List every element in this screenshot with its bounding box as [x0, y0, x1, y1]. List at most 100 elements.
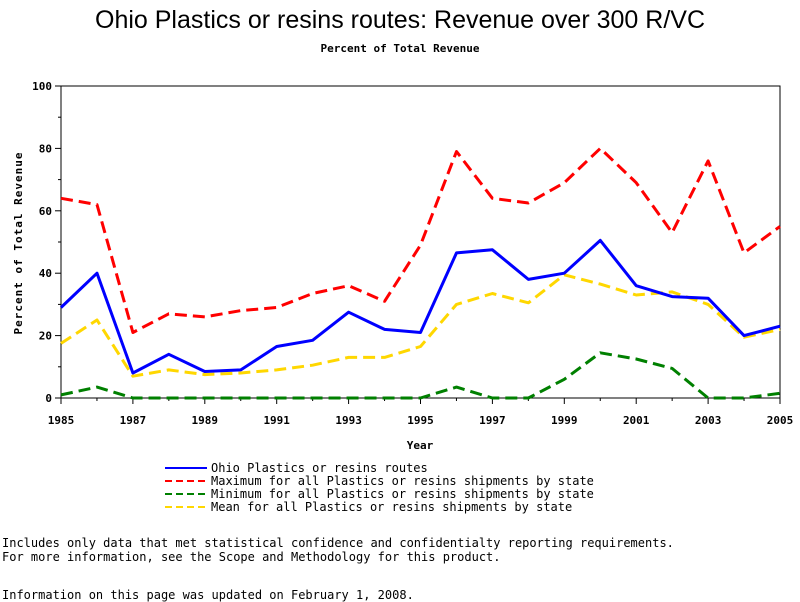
series-3-point — [707, 303, 709, 305]
series-3-point — [455, 303, 457, 305]
series-3-point — [276, 369, 278, 371]
series-3-point — [168, 369, 170, 371]
x-tick-label-2003: 2003 — [695, 414, 722, 427]
series-0-point — [707, 297, 709, 299]
series-2-point — [671, 367, 673, 369]
footnote-methodology: For more information, see the Scope and … — [2, 550, 501, 564]
series-0-point — [311, 339, 313, 341]
series-2-point — [527, 397, 529, 399]
series-line-0 — [59, 238, 781, 375]
series-0-point — [635, 284, 637, 286]
series-3-point — [240, 372, 242, 374]
chart-title: Ohio Plastics or resins routes: Revenue … — [95, 6, 705, 34]
legend: Ohio Plastics or resins routes Maximum fo… — [165, 460, 594, 514]
series-2-point — [132, 397, 134, 399]
series-0-point — [168, 353, 170, 355]
series-2-point — [455, 386, 457, 388]
legend-label-1: Maximum for all Plastics or resins shipm… — [211, 473, 594, 488]
series-0-point — [491, 249, 493, 251]
series-2-point — [707, 397, 709, 399]
series-3-point — [779, 328, 781, 330]
legend-label-0: Ohio Plastics or resins routes — [211, 460, 428, 475]
series-3-point — [635, 294, 637, 296]
series-1-point — [671, 231, 673, 233]
series-1-point — [96, 203, 98, 205]
x-axis-title: Year — [407, 439, 434, 452]
updated-note: Information on this page was updated on … — [2, 588, 414, 602]
series-1-point — [707, 160, 709, 162]
series-2-point — [276, 397, 278, 399]
series-2-point — [419, 397, 421, 399]
series-2-point — [599, 352, 601, 354]
series-2-point — [168, 397, 170, 399]
y-tick-label-40: 40 — [39, 267, 52, 280]
series-1-point — [60, 197, 62, 199]
series-1-point — [455, 150, 457, 152]
x-tick-label-1989: 1989 — [192, 414, 219, 427]
series-3-point — [527, 302, 529, 304]
series-3-point — [204, 373, 206, 375]
x-tick-label-2001: 2001 — [623, 414, 650, 427]
footnotes: Includes only data that met statistical … — [2, 536, 674, 564]
y-tick-label-100: 100 — [32, 80, 52, 93]
series-line-2 — [60, 351, 781, 400]
series-1-point — [563, 182, 565, 184]
legend-swatch-0 — [165, 466, 207, 469]
series-1-point — [276, 306, 278, 308]
series-0-point — [527, 278, 529, 280]
y-tick-label-60: 60 — [39, 205, 52, 218]
series-line-1 — [60, 146, 781, 334]
y-tick-label-0: 0 — [45, 392, 52, 405]
series-1-point — [168, 313, 170, 315]
legend-swatch-1 — [165, 479, 207, 482]
y-tick-label-80: 80 — [39, 142, 52, 155]
legend-label-3: Mean for all Plastics or resins shipment… — [211, 499, 573, 514]
series-0-point — [132, 372, 134, 374]
x-tick-label-1987: 1987 — [120, 414, 147, 427]
legend-entry-1: Maximum for all Plastics or resins shipm… — [165, 473, 594, 488]
series-3-point — [491, 292, 493, 294]
series-1-point — [491, 197, 493, 199]
series-3-point — [671, 291, 673, 293]
series-0-point — [455, 252, 457, 254]
series-3-point — [96, 319, 98, 321]
series-2-point — [60, 394, 62, 396]
series-1-point — [527, 202, 529, 204]
x-tick-label-1997: 1997 — [479, 414, 506, 427]
chart-subtitle: Percent of Total Revenue — [320, 42, 480, 55]
series-0-point — [240, 369, 242, 371]
series-1-point — [311, 292, 313, 294]
x-tick-label-1991: 1991 — [263, 414, 290, 427]
plot-frame — [60, 85, 781, 399]
series-0-point — [419, 331, 421, 333]
legend-label-2: Minimum for all Plastics or resins shipm… — [211, 486, 594, 501]
series-2-point — [96, 386, 98, 388]
series-0-point — [204, 370, 206, 372]
series-2-point — [563, 378, 565, 380]
series-2-point — [383, 397, 385, 399]
series-0-point — [599, 239, 601, 241]
series-2-point — [635, 358, 637, 360]
x-tick-label-1993: 1993 — [335, 414, 362, 427]
legend-swatch-2 — [165, 492, 207, 495]
series-0-point — [743, 334, 745, 336]
series-0-point — [276, 345, 278, 347]
series-1-point — [347, 284, 349, 286]
series-3-point — [60, 342, 62, 344]
series-1-point — [635, 182, 637, 184]
series-0-point — [347, 311, 349, 313]
series-2-point — [311, 397, 313, 399]
legend-entry-3: Mean for all Plastics or resins shipment… — [165, 499, 594, 514]
series-3-point — [347, 356, 349, 358]
y-axis-title: Percent of Total Revenue — [12, 152, 25, 335]
x-tick-label-1999: 1999 — [551, 414, 578, 427]
series-1-point — [132, 331, 134, 333]
series-3-point — [383, 356, 385, 358]
series-3-point — [132, 375, 134, 377]
series-2-point — [347, 397, 349, 399]
legend-entry-0: Ohio Plastics or resins routes — [165, 460, 594, 475]
series-1-point — [240, 309, 242, 311]
series-1-point — [383, 300, 385, 302]
series-2-point — [204, 397, 206, 399]
series-3-point — [419, 345, 421, 347]
